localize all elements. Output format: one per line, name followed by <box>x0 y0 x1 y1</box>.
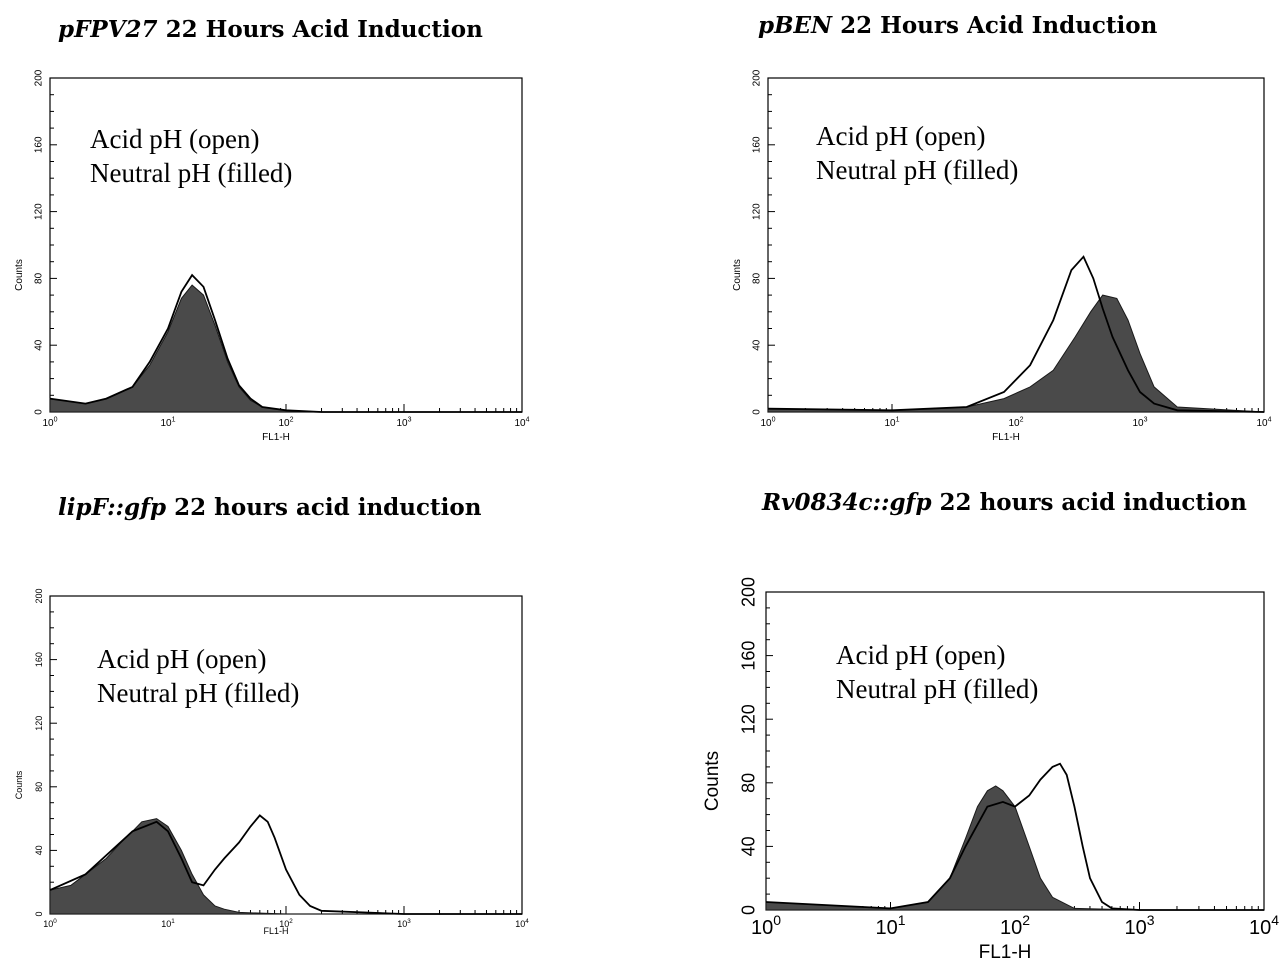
y-tick-label: 80 <box>752 272 763 284</box>
y-tick-label: 160 <box>34 652 44 667</box>
legend-entry: Neutral pH (filled) <box>816 155 1018 185</box>
x-tick-label: 103 <box>397 918 411 929</box>
x-axis-label: FL1-H <box>263 926 288 936</box>
x-tick-label: 101 <box>875 912 905 939</box>
chart-title: pFPV27 22 Hours Acid Induction <box>58 16 483 43</box>
y-tick-label: 120 <box>34 716 44 731</box>
y-axis-label: Counts <box>14 259 25 291</box>
x-axis-label: FL1-H <box>992 432 1020 443</box>
x-tick-label: 102 <box>1000 912 1030 939</box>
x-axis: 100 101 102 103 104 <box>751 902 1279 939</box>
y-tick-label: 40 <box>34 845 44 855</box>
series-filled-neutral <box>49 818 522 915</box>
y-tick-label: 80 <box>34 272 45 284</box>
chart-title: pBEN 22 Hours Acid Induction <box>758 12 1158 39</box>
legend-entry: Acid pH (open) <box>816 121 985 151</box>
y-axis: 0 40 80 120 160 200 <box>752 69 775 415</box>
x-tick-label: 101 <box>884 417 899 430</box>
chart-title-rest: 22 Hours Acid Induction <box>158 16 484 43</box>
y-tick-label: 160 <box>34 136 45 153</box>
legend-entry: Acid pH (open) <box>90 124 259 154</box>
y-tick-label: 160 <box>739 641 759 671</box>
chart-title: Rv0834c::gfp 22 hours acid induction <box>761 489 1247 516</box>
x-tick-label: 104 <box>514 417 529 430</box>
y-tick-label: 80 <box>739 773 759 793</box>
chart-title-italic: pFPV27 <box>58 16 158 43</box>
y-tick-label: 0 <box>34 409 45 415</box>
y-tick-label: 0 <box>739 905 759 915</box>
x-tick-label: 102 <box>278 417 293 430</box>
chart-title-italic: lipF::gfp <box>58 494 166 521</box>
legend-entry: Acid pH (open) <box>97 644 266 674</box>
series-open-acid <box>49 273 522 413</box>
chart-title-italic: Rv0834c::gfp <box>761 489 932 516</box>
x-tick-label: 103 <box>1124 912 1154 939</box>
x-tick-label: 100 <box>42 417 57 430</box>
series-filled-neutral <box>767 294 1265 413</box>
chart-2: pBEN 22 Hours Acid Induction 0 40 80 120 160 2… <box>732 12 1272 443</box>
y-tick-label: 0 <box>34 911 44 916</box>
y-tick-label: 80 <box>34 782 44 792</box>
y-tick-label: 40 <box>752 339 763 351</box>
chart-title-italic: pBEN <box>758 12 833 39</box>
x-tick-label: 101 <box>160 417 175 430</box>
x-tick-label: 104 <box>1256 417 1271 430</box>
y-tick-label: 120 <box>739 704 759 734</box>
x-axis-label: FL1-H <box>262 432 290 443</box>
y-axis: 0 40 80 120 160 200 <box>34 69 57 415</box>
y-axis-label: Counts <box>14 770 24 799</box>
y-tick-label: 200 <box>34 588 44 603</box>
y-axis-label: Counts <box>702 751 723 811</box>
y-tick-label: 200 <box>739 577 759 607</box>
y-tick-label: 120 <box>34 203 45 220</box>
legend-entry: Acid pH (open) <box>836 640 1005 670</box>
chart-title-rest: 22 Hours Acid Induction <box>832 12 1158 39</box>
legend-entry: Neutral pH (filled) <box>90 158 292 188</box>
x-tick-label: 100 <box>43 918 57 929</box>
y-tick-label: 120 <box>752 203 763 220</box>
x-tick-label: 102 <box>279 918 293 929</box>
chart-title: lipF::gfp 22 hours acid induction <box>58 494 482 521</box>
y-tick-label: 200 <box>752 69 763 86</box>
y-axis: 0 40 80 120 160 200 <box>739 577 773 915</box>
x-axis-label: FL1-H <box>979 942 1032 960</box>
legend-entry: Neutral pH (filled) <box>836 674 1038 704</box>
x-tick-label: 104 <box>515 918 529 929</box>
x-tick-label: 103 <box>1132 417 1147 430</box>
legend-entry: Neutral pH (filled) <box>97 678 299 708</box>
x-tick-label: 102 <box>1008 417 1023 430</box>
series-open-acid <box>49 814 522 915</box>
chart-title-rest: 22 hours acid induction <box>166 494 482 521</box>
y-tick-label: 160 <box>752 136 763 153</box>
chart-1: pFPV27 22 Hours Acid Induction 0 40 80 120 16… <box>14 16 530 443</box>
x-tick-label: 100 <box>760 417 775 430</box>
x-tick-label: 103 <box>396 417 411 430</box>
series-open-acid <box>767 255 1265 413</box>
y-axis-label: Counts <box>732 259 743 291</box>
series-filled-neutral <box>765 785 1264 911</box>
y-tick-label: 40 <box>739 836 759 856</box>
x-tick-label: 100 <box>751 912 781 939</box>
chart-title-rest: 22 hours acid induction <box>932 489 1248 516</box>
y-tick-label: 0 <box>752 409 763 415</box>
series-open-acid <box>765 762 1264 911</box>
y-tick-label: 40 <box>34 339 45 351</box>
y-tick-label: 200 <box>34 69 45 86</box>
x-tick-label: 101 <box>161 918 175 929</box>
y-axis: 0 40 80 120 160 200 <box>34 588 57 917</box>
x-tick-label: 104 <box>1249 912 1279 939</box>
